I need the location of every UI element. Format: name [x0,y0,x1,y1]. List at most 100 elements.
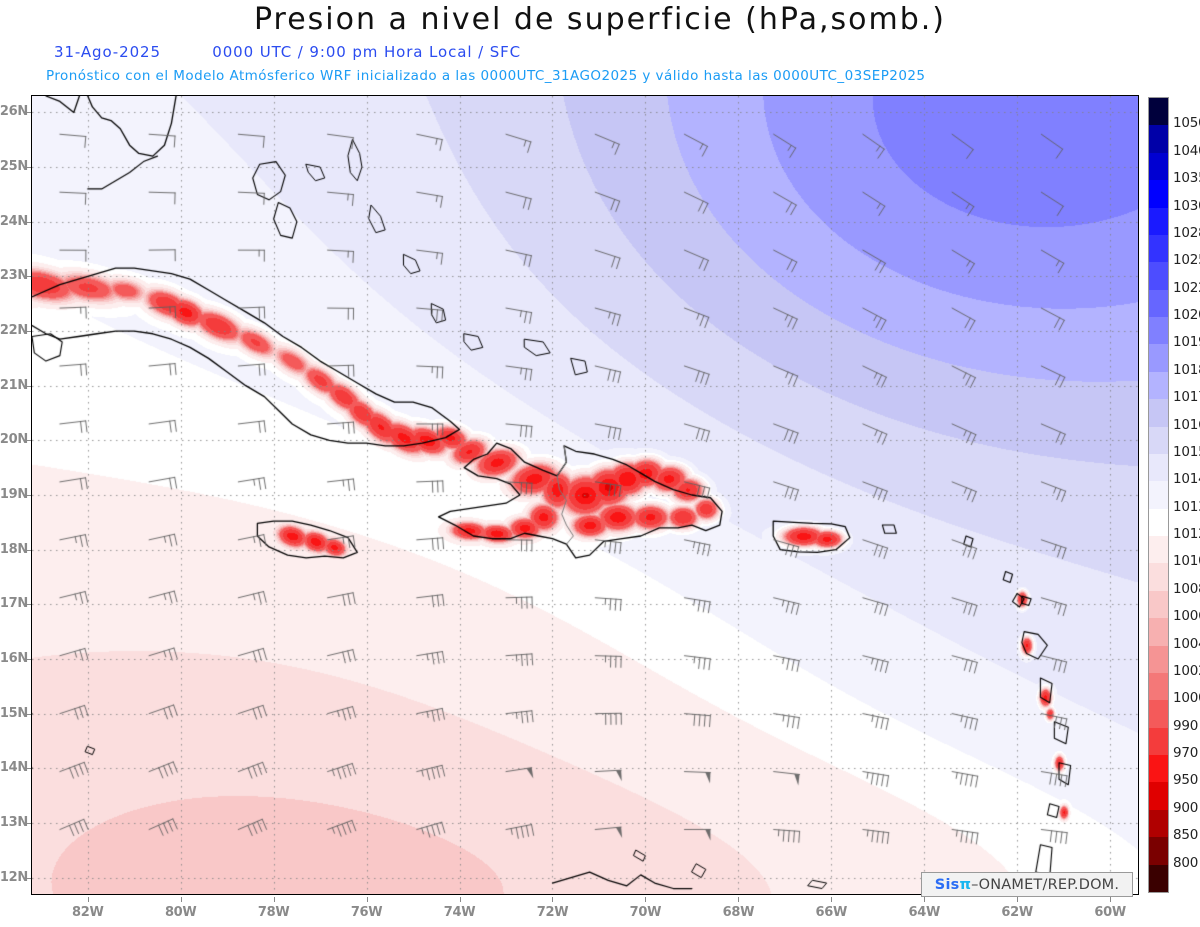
lon-tick-label: 82W [71,905,104,920]
lat-tick-label: 19N [0,487,28,502]
attribution-org: ONAMET/REP.DOM. [978,876,1120,893]
lon-tick-mark [1110,897,1112,902]
attribution-separator: – [971,876,979,893]
lat-tick-label: 20N [0,432,28,448]
colorbar-swatch [1149,700,1168,728]
lon-tick-label: 60W [1094,905,1126,920]
lon-tick-mark [831,897,833,902]
lat-tick-label: 24N [0,213,28,229]
lon-tick-label: 64W [908,905,940,920]
attribution-badge: Sis π – ONAMET/REP.DOM. [921,872,1133,897]
run-time: 0000 UTC / 9:00 pm Hora Local / SFC [212,43,522,61]
colorbar-tick-label: 1018 [1173,361,1200,378]
lat-tick-mark [26,385,31,387]
colorbar-swatch [1149,344,1168,372]
colorbar-swatch [1149,317,1168,345]
lat-tick-label: 12N [0,869,28,885]
colorbar-tick-label: 1028 [1173,224,1200,241]
lon-tick-label: 62W [1001,905,1033,920]
lon-tick-label: 80W [164,905,197,920]
lat-tick-mark [26,549,31,551]
lon-tick-label: 74W [443,905,476,920]
lat-tick-mark [26,221,31,223]
colorbar-swatch [1149,481,1168,509]
lat-tick-mark [26,276,31,278]
colorbar-swatch [1149,864,1168,892]
colorbar-tick-label: 1014 [1173,471,1200,488]
lon-tick-label: 72W [536,905,569,920]
colorbar-swatch [1149,727,1168,755]
colorbar-tick-label: 1017 [1173,389,1200,406]
header: Presion a nivel de superficie (hPa,somb.… [0,0,1200,92]
colorbar-swatch [1149,289,1168,317]
colorbar-tick-label: 1030 [1173,197,1200,214]
lat-tick-label: 23N [0,268,28,284]
lon-tick-label: 66W [815,905,848,920]
colorbar-swatch [1149,563,1168,591]
forecast-date: 31-Ago-2025 [54,43,161,61]
colorbar-swatch [1149,590,1168,619]
colorbar-tick-label: 1022 [1173,279,1200,296]
colorbar-tick-label: 970 [1173,745,1199,762]
colorbar-swatch [1149,508,1168,536]
colorbar-tick-label: 1019 [1173,334,1200,351]
lon-tick-mark [924,897,926,902]
colorbar-tick-label: 1002 [1173,662,1200,679]
colorbar-swatch [1149,782,1168,810]
lat-tick-label: 14N [0,760,28,776]
lat-tick-label: 22N [0,323,28,339]
colorbar-swatch [1149,234,1168,263]
colorbar-swatch [1149,98,1168,126]
lat-tick-mark [26,604,31,606]
brand-pi: π [959,876,972,893]
lat-tick-label: 26N [0,104,28,120]
colorbar-tick-label: 1015 [1173,443,1200,460]
lat-tick-mark [26,768,31,770]
colorbar-swatch [1149,645,1168,673]
page-title: Presion a nivel de superficie (hPa,somb.… [253,2,947,37]
colorbar-swatch [1149,672,1168,701]
lat-tick-mark [26,658,31,660]
lon-tick-mark [552,897,554,902]
pressure-shading-canvas [32,96,1138,894]
lon-tick-mark [1017,897,1019,902]
run-info-line: 31-Ago-2025 0000 UTC / 9:00 pm Hora Loca… [54,43,521,61]
lon-tick-mark [180,897,182,902]
lon-tick-label: 68W [722,905,755,920]
colorbar-tick-label: 1004 [1173,635,1200,652]
colorbar-tick-label: 1016 [1173,416,1200,433]
colorbar-swatch [1149,426,1168,454]
colorbar-swatch [1149,618,1168,646]
colorbar-swatch [1149,125,1168,153]
lat-tick-mark [26,713,31,715]
lat-tick-mark [26,495,31,496]
lon-tick-label: 70W [629,905,662,920]
lon-tick-mark [366,897,368,902]
lat-tick-mark [26,167,31,169]
colorbar-swatch [1149,837,1168,865]
lat-tick-mark [26,112,31,114]
colorbar-tick-label: 900 [1173,799,1199,816]
colorbar-swatch [1149,536,1168,564]
colorbar-tick-label: 990 [1173,717,1199,734]
colorbar-swatch [1149,809,1168,838]
colorbar-swatch [1149,453,1168,482]
colorbar [1148,97,1169,893]
colorbar-swatch [1149,262,1168,290]
map-frame[interactable] [31,95,1139,895]
forecast-note: Pronóstico con el Modelo Atmósferico WRF… [46,68,926,84]
brand-sis: Sis [934,876,960,893]
colorbar-tick-label: 950 [1173,772,1199,789]
colorbar-tick-label: 1040 [1173,142,1200,159]
lat-tick-label: 15N [0,705,28,721]
colorbar-swatch [1149,180,1168,208]
colorbar-swatch [1149,371,1168,400]
colorbar-tick-label: 1020 [1173,307,1200,324]
lat-tick-label: 17N [0,596,28,612]
colorbar-swatch [1149,755,1168,783]
colorbar-tick-label: 1010 [1173,553,1200,570]
colorbar-tick-label: 1035 [1173,170,1200,187]
lon-tick-label: 78W [257,905,290,920]
colorbar-tick-label: 1008 [1173,580,1200,597]
colorbar-swatch [1149,207,1168,235]
